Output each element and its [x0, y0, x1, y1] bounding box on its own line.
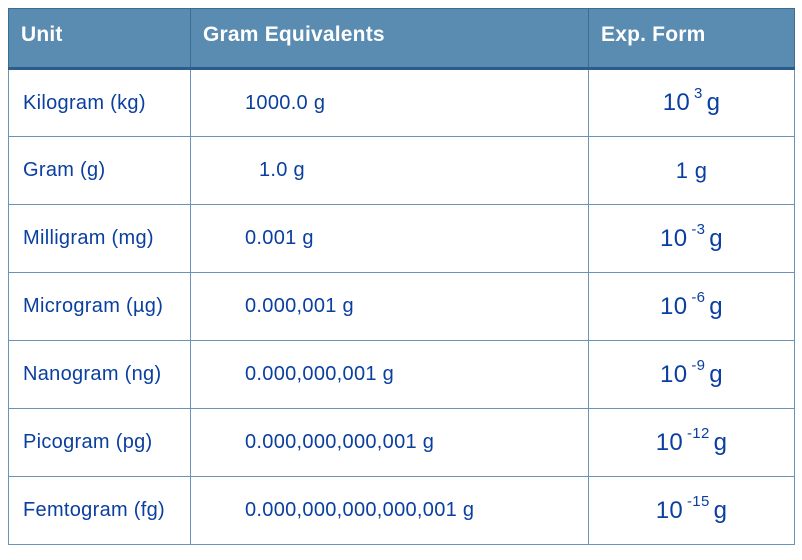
table-row: Milligram (mg) 0.001 g 10-3g — [9, 205, 795, 273]
equiv-value: 0.000,000,000,001 g — [213, 431, 434, 454]
unit-cell: Nanogram (ng) — [9, 341, 191, 409]
equiv-cell: 0.000,000,000,001 g — [191, 409, 589, 477]
table-header-row: Unit Gram Equivalents Exp. Form — [9, 9, 795, 69]
col-header-equiv: Gram Equivalents — [191, 9, 589, 69]
exp-notation: 10-9g — [660, 361, 723, 389]
exp-base: 10 — [660, 225, 687, 252]
equiv-value: 0.000,000,000,000,001 g — [213, 499, 474, 522]
exp-superscript: -15 — [683, 493, 712, 510]
exp-cell: 1 g — [589, 137, 795, 205]
table-row: Femtogram (fg) 0.000,000,000,000,001 g 10-… — [9, 477, 795, 545]
exp-tail: g — [707, 225, 723, 252]
conversion-table: Unit Gram Equivalents Exp. Form Kilogram… — [8, 8, 795, 545]
exp-tail: g — [712, 429, 728, 456]
exp-plain: 1 g — [676, 158, 707, 183]
exp-superscript: -9 — [687, 357, 707, 374]
equiv-value: 0.000,000,001 g — [213, 363, 394, 386]
exp-superscript: -12 — [683, 425, 712, 442]
equiv-cell: 1.0 g — [191, 137, 589, 205]
exp-cell: 103g — [589, 69, 795, 137]
equiv-value: 0.001 g — [213, 227, 314, 250]
exp-tail: g — [707, 361, 723, 388]
exp-superscript: -3 — [687, 221, 707, 238]
exp-notation: 10-6g — [660, 293, 723, 321]
exp-base: 10 — [656, 497, 683, 524]
exp-notation: 10-12g — [656, 429, 728, 457]
exp-superscript: -6 — [687, 289, 707, 306]
exp-notation: 10-15g — [656, 497, 728, 525]
exp-cell: 10-12g — [589, 409, 795, 477]
equiv-cell: 1000.0 g — [191, 69, 589, 137]
equiv-cell: 0.001 g — [191, 205, 589, 273]
equiv-value: 1000.0 g — [213, 92, 325, 115]
exp-cell: 10-6g — [589, 273, 795, 341]
exp-tail: g — [707, 293, 723, 320]
equiv-cell: 0.000,001 g — [191, 273, 589, 341]
table-row: Kilogram (kg) 1000.0 g 103g — [9, 69, 795, 137]
col-header-unit: Unit — [9, 9, 191, 69]
exp-tail: g — [705, 89, 721, 116]
unit-cell: Femtogram (fg) — [9, 477, 191, 545]
exp-base: 10 — [656, 429, 683, 456]
exp-notation: 103g — [663, 89, 721, 117]
equiv-value: 1.0 g — [213, 159, 305, 182]
unit-cell: Gram (g) — [9, 137, 191, 205]
exp-base: 10 — [663, 89, 690, 116]
exp-cell: 10-15g — [589, 477, 795, 545]
table-body: Kilogram (kg)1000.0 g103gGram (g)1.0 g1 … — [9, 69, 795, 545]
table-row: Nanogram (ng) 0.000,000,001 g 10-9g — [9, 341, 795, 409]
unit-cell: Microgram (µg) — [9, 273, 191, 341]
exp-base: 10 — [660, 293, 687, 320]
exp-tail: g — [712, 497, 728, 524]
exp-base: 10 — [660, 361, 687, 388]
unit-cell: Milligram (mg) — [9, 205, 191, 273]
table-row: Picogram (pg) 0.000,000,000,001 g 10-12g — [9, 409, 795, 477]
unit-cell: Kilogram (kg) — [9, 69, 191, 137]
exp-notation: 10-3g — [660, 225, 723, 253]
equiv-cell: 0.000,000,001 g — [191, 341, 589, 409]
table-row: Gram (g) 1.0 g 1 g — [9, 137, 795, 205]
equiv-value: 0.000,001 g — [213, 295, 354, 318]
exp-superscript: 3 — [690, 85, 705, 102]
unit-cell: Picogram (pg) — [9, 409, 191, 477]
exp-cell: 10-3g — [589, 205, 795, 273]
col-header-exp: Exp. Form — [589, 9, 795, 69]
equiv-cell: 0.000,000,000,000,001 g — [191, 477, 589, 545]
conversion-table-container: Unit Gram Equivalents Exp. Form Kilogram… — [8, 8, 794, 545]
table-row: Microgram (µg) 0.000,001 g 10-6g — [9, 273, 795, 341]
exp-cell: 10-9g — [589, 341, 795, 409]
